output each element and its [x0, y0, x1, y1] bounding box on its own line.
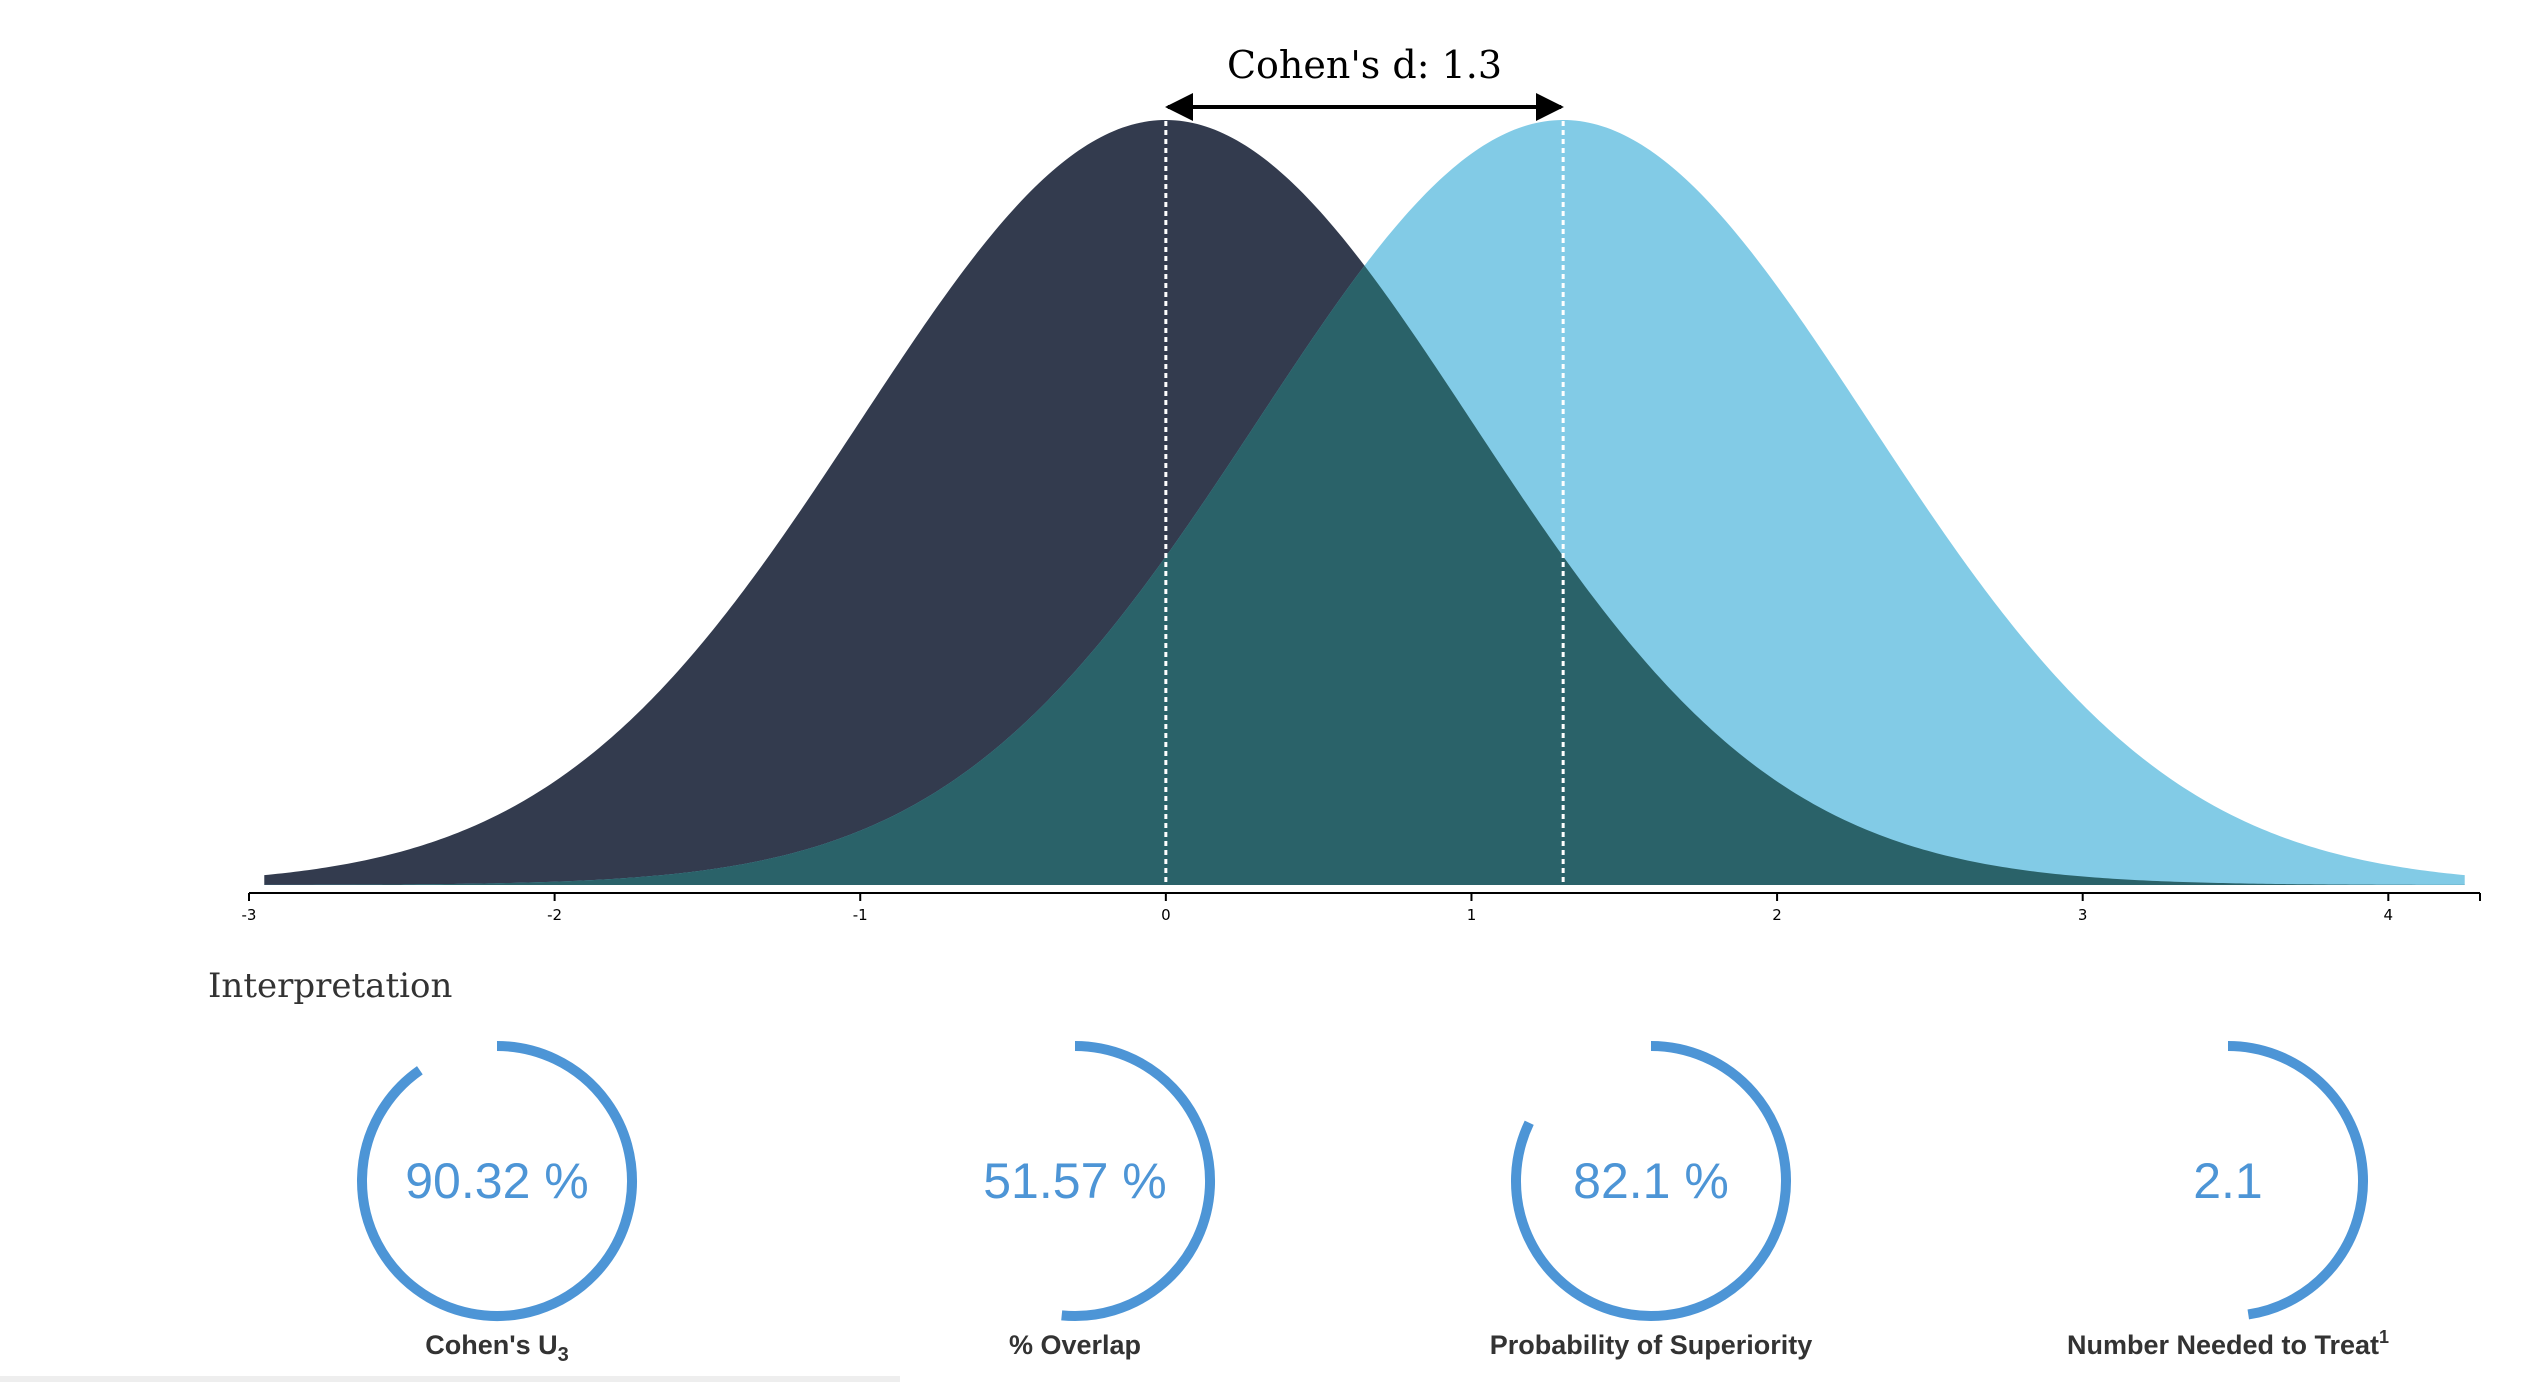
gauge-3: 82.1 % Probability of Superiority: [1490, 1041, 1813, 1360]
interpretation-gauges: 90.32 % Cohen's U3 51.57 % % Overlap 82.1 % P…: [357, 1041, 2389, 1366]
interpretation-heading: Interpretation: [208, 966, 453, 1006]
gauge-label: Probability of Superiority: [1490, 1330, 1813, 1360]
bottom-divider: [0, 1376, 900, 1382]
x-tick-label: -3: [242, 906, 257, 924]
gauge-2: 51.57 % % Overlap: [983, 1041, 1216, 1360]
gauge-arc: [357, 1041, 637, 1321]
gauge-4: 2.1 Number Needed to Treat1: [2067, 1041, 2389, 1360]
gauge-label: Cohen's U3: [425, 1330, 569, 1366]
x-axis: -3 -2 -1 0 1 2 3 4: [242, 892, 2481, 924]
x-tick-label: 3: [2078, 906, 2088, 924]
x-tick-label: -1: [853, 906, 868, 924]
gauge-label-text: Number Needed to Treat: [2067, 1330, 2379, 1360]
gauge-value: 90.32 %: [405, 1153, 588, 1209]
gauge-label: Number Needed to Treat1: [2067, 1327, 2389, 1360]
x-tick-label: 2: [1772, 906, 1782, 924]
gauge-label-superscript: 1: [2379, 1327, 2389, 1347]
x-tick-label: 1: [1467, 906, 1477, 924]
gauge-value: 82.1 %: [1573, 1153, 1729, 1209]
x-tick-label: -2: [547, 906, 562, 924]
gauge-label-text: % Overlap: [1009, 1330, 1141, 1360]
x-tick-label: 4: [2384, 906, 2394, 924]
gauge-label-text: Probability of Superiority: [1490, 1330, 1813, 1360]
x-tick-label: 0: [1161, 906, 1171, 924]
gauge-label-text: Cohen's U: [425, 1330, 557, 1360]
gauge-1: 90.32 % Cohen's U3: [357, 1041, 637, 1366]
gauge-value: 2.1: [2193, 1153, 2263, 1209]
gauge-arc: [1061, 1041, 1216, 1321]
distribution-curves: [264, 112, 2465, 885]
gauge-label: % Overlap: [1009, 1330, 1141, 1360]
gauge-arc: [1511, 1041, 1791, 1321]
cohens-d-annotation: Cohen's d: 1.3: [1165, 43, 1564, 121]
gauge-label-subscript: 3: [558, 1344, 569, 1366]
gauge-arc: [2227, 1041, 2369, 1320]
chart-title: Cohen's d: 1.3: [1227, 43, 1502, 87]
overlap-area: [264, 265, 2465, 885]
gauge-value: 51.57 %: [983, 1153, 1166, 1209]
